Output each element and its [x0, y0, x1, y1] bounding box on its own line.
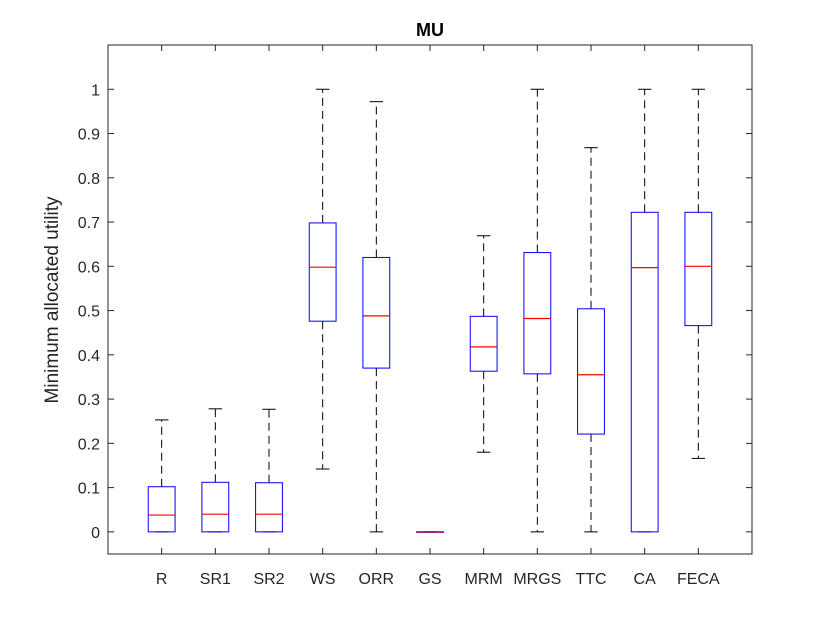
x-tick-label: CA — [634, 571, 657, 588]
y-tick-label: 1 — [91, 82, 100, 99]
box — [469, 315, 498, 372]
y-tick-label: 0.6 — [78, 259, 100, 276]
y-tick-label: 0.4 — [78, 348, 100, 365]
x-tick-label: SR1 — [200, 571, 231, 588]
box — [362, 256, 391, 369]
box — [147, 486, 176, 533]
y-tick-label: 0.9 — [78, 127, 100, 144]
y-axis-label: Minimum allocated utility — [42, 196, 63, 403]
box — [523, 252, 552, 375]
y-tick-label: 0 — [91, 525, 100, 542]
x-tick-label: MRM — [465, 571, 503, 588]
y-tick-label: 0.3 — [78, 392, 100, 409]
x-tick-label: R — [156, 571, 168, 588]
x-tick-label: GS — [418, 571, 441, 588]
x-tick-label: ORR — [359, 571, 395, 588]
box — [201, 481, 230, 533]
box — [684, 211, 713, 327]
x-tick-label: TTC — [575, 571, 606, 588]
y-tick-label: 0.5 — [78, 304, 100, 321]
y-tick-label: 0.8 — [78, 171, 100, 188]
x-tick-label: FECA — [677, 571, 720, 588]
y-tick-label: 0.2 — [78, 436, 100, 453]
x-tick-label: MRGS — [513, 571, 561, 588]
box — [630, 211, 659, 533]
x-tick-label: SR2 — [253, 571, 284, 588]
box — [308, 222, 337, 322]
chart-title: MU — [416, 20, 444, 40]
plot-area: 0 0.1 0.2 0.3 0.4 0.5 0.6 0.7 0.8 0.9 1 R SR1 SR2 WS OR… — [78, 44, 753, 588]
box — [255, 482, 283, 533]
x-tick-label: WS — [310, 571, 336, 588]
y-tick-label: 0.7 — [78, 215, 100, 232]
axes-frame — [107, 44, 753, 555]
box — [577, 308, 605, 435]
y-tick-label: 0.1 — [78, 481, 100, 498]
